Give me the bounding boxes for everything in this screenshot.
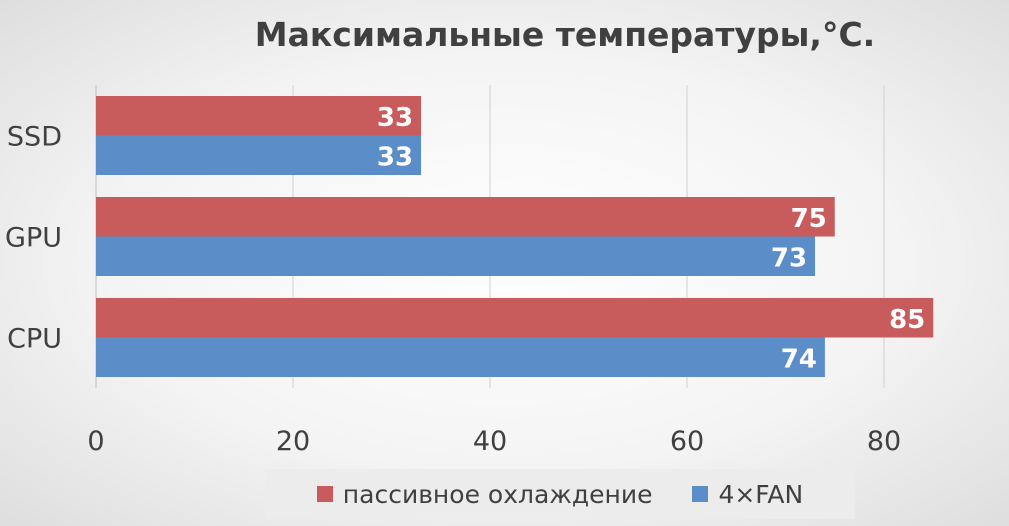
legend-swatch-fan (692, 486, 709, 502)
data-label: 74 (781, 344, 817, 374)
x-tick-label: 60 (670, 426, 704, 457)
data-label: 33 (377, 103, 413, 133)
bar (96, 337, 825, 377)
bar (96, 197, 835, 237)
legend-item-passive: пассивное охлаждение (316, 479, 653, 509)
y-tick-label: GPU (5, 223, 62, 254)
x-tick-label: 40 (473, 426, 507, 457)
y-tick-label: CPU (7, 324, 62, 355)
legend-swatch-passive (316, 486, 333, 502)
bar (96, 96, 422, 136)
legend-item-fan: 4×FAN (692, 480, 803, 509)
x-tick-label: 80 (867, 426, 901, 457)
data-label: 75 (791, 204, 827, 234)
data-label: 73 (771, 243, 807, 273)
data-label: 85 (889, 305, 925, 335)
legend-label-passive: пассивное охлаждение (342, 479, 653, 509)
legend: пассивное охлаждение 4×FAN (265, 469, 855, 519)
legend-label-fan: 4×FAN (718, 479, 804, 509)
x-tick-label: 20 (276, 426, 310, 457)
bar (96, 236, 816, 276)
chart-title: Максимальные температуры,°C. (255, 15, 875, 54)
data-label: 33 (377, 142, 413, 172)
bar (96, 298, 934, 338)
y-tick-label: SSD (7, 122, 62, 153)
bar (96, 135, 422, 175)
x-tick-label: 0 (87, 426, 104, 457)
